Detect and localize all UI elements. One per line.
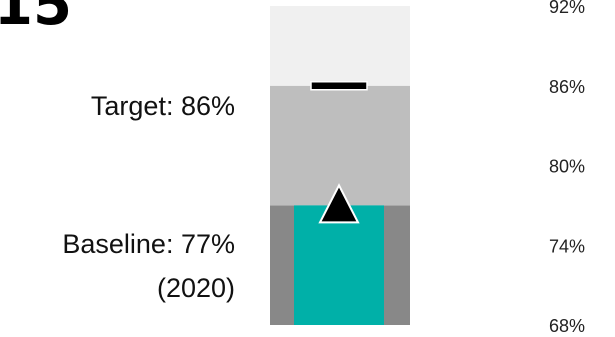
y-tick-label: 86%: [549, 77, 585, 97]
y-axis-ticks: 68% 74% 80% 86% 92%: [549, 0, 585, 336]
target-marker: [310, 81, 368, 91]
title-fragment: 15: [0, 0, 72, 38]
y-tick-label: 74%: [549, 236, 585, 256]
y-tick-label: 92%: [549, 0, 585, 17]
baseline-marker: [318, 183, 360, 224]
markers: [310, 81, 368, 224]
baseline-label: Baseline: 77%: [62, 229, 235, 259]
actual-bar: [294, 205, 384, 325]
y-tick-label: 80%: [549, 157, 585, 177]
baseline-year-label: (2020): [156, 273, 235, 303]
y-tick-label: 68%: [549, 316, 585, 336]
range-band-high: [270, 6, 410, 86]
target-label: Target: 86%: [90, 91, 235, 121]
actual-bar-group: [294, 205, 384, 325]
